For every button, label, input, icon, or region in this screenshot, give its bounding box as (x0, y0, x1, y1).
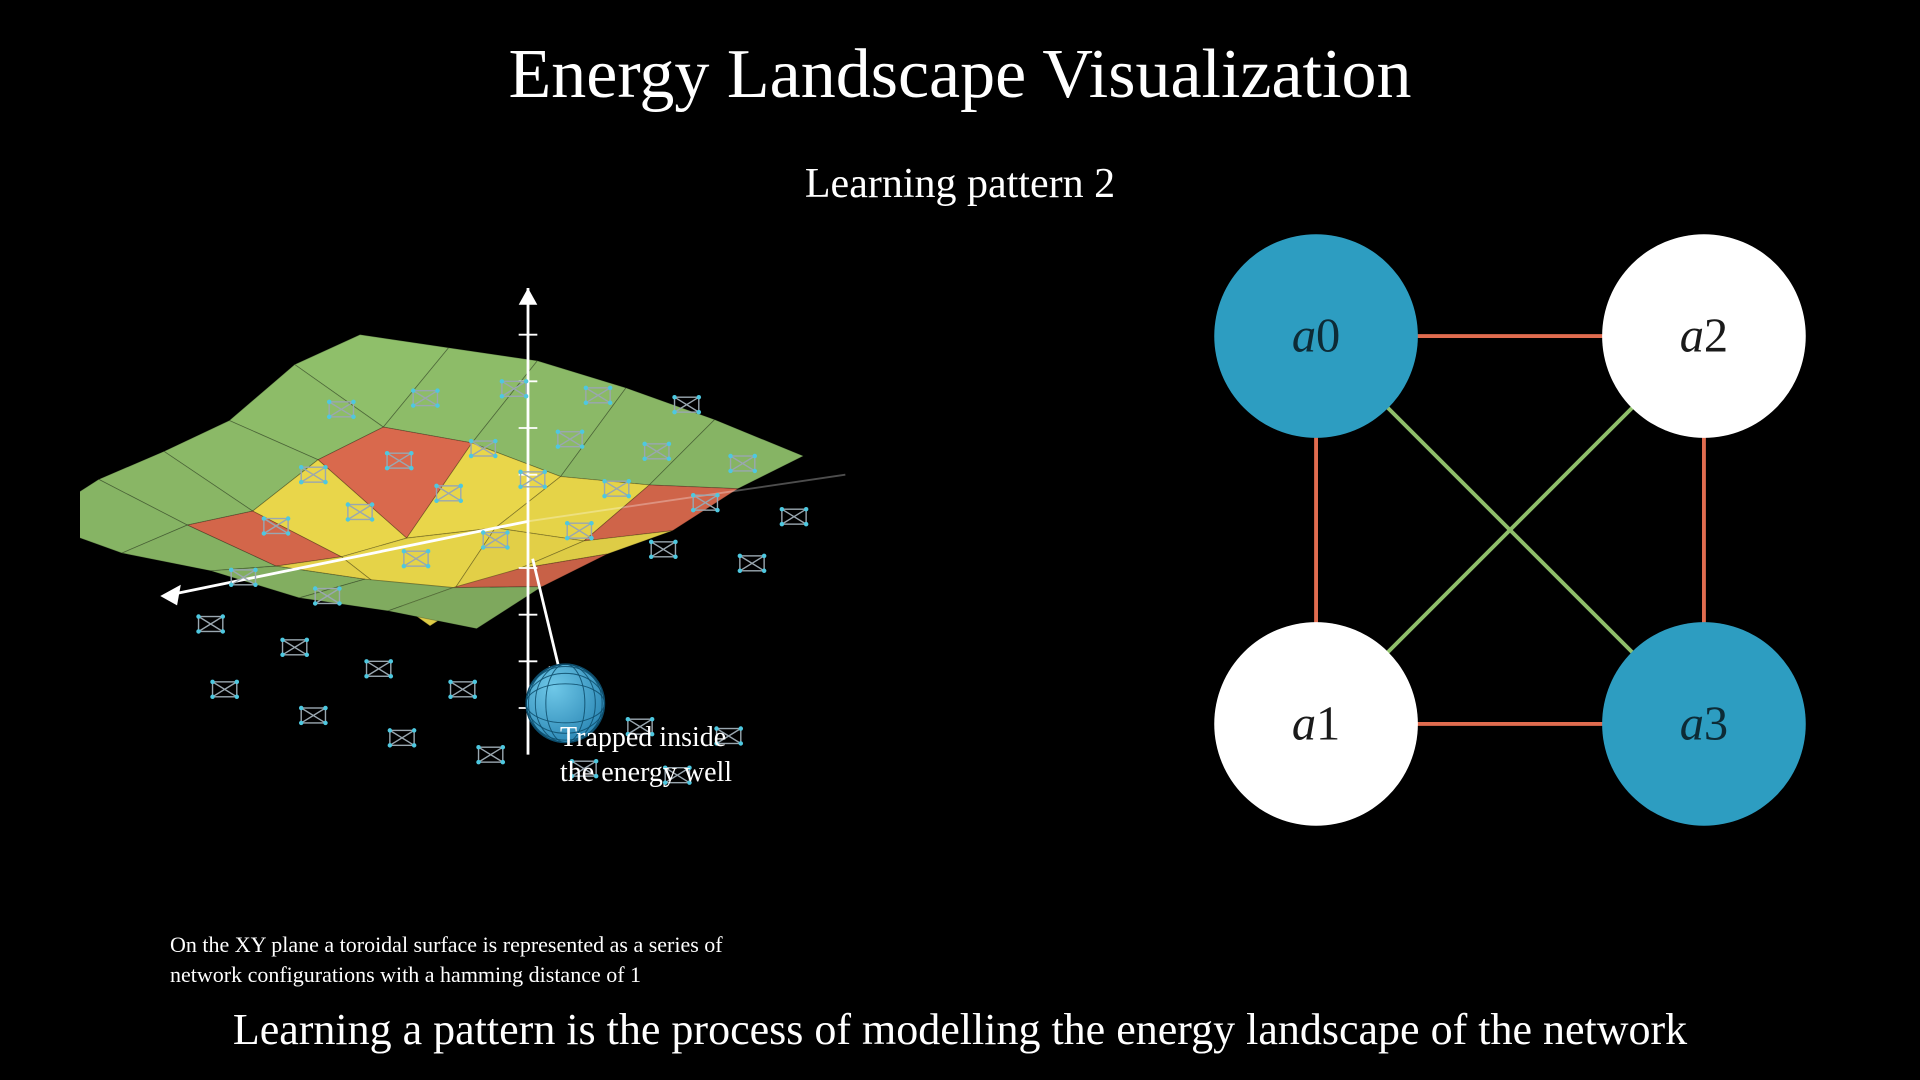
config-icon (738, 554, 767, 573)
bottom-caption: Learning a pattern is the process of mod… (0, 1004, 1920, 1055)
page-title: Energy Landscape Visualization (0, 35, 1920, 115)
well-label-line2: the energy well (560, 757, 732, 788)
config-icon (299, 706, 328, 725)
config-icon (649, 540, 678, 559)
z-axis-arrow (519, 288, 538, 305)
energy-well-label: Trapped inside the energy well (560, 720, 732, 790)
config-icon (388, 728, 417, 747)
footnote: On the XY plane a toroidal surface is re… (170, 930, 910, 989)
config-icon (196, 614, 225, 633)
network-node-label-a2: a2 (1680, 310, 1728, 363)
network-node-label-a0: a0 (1292, 310, 1340, 363)
config-icon (780, 507, 809, 526)
config-icon (476, 745, 505, 764)
config-icon (210, 680, 239, 699)
config-icon (364, 659, 393, 678)
config-icon (672, 395, 701, 414)
config-icon (448, 680, 477, 699)
network-graph: a0 a2 a1 a3 (1160, 210, 1860, 850)
z-axis-label: Potential energy (0, 285, 120, 327)
energy-landscape (80, 260, 920, 820)
footnote-line1: On the XY plane a toroidal surface is re… (170, 932, 723, 957)
config-icon (280, 638, 309, 657)
footnote-line2: network configurations with a hamming di… (170, 962, 641, 987)
network-node-label-a1: a1 (1292, 697, 1340, 750)
x-axis-arrow (160, 585, 181, 606)
network-node-label-a3: a3 (1680, 697, 1728, 750)
page-subtitle: Learning pattern 2 (0, 160, 1920, 208)
well-label-line1: Trapped inside (560, 722, 726, 753)
